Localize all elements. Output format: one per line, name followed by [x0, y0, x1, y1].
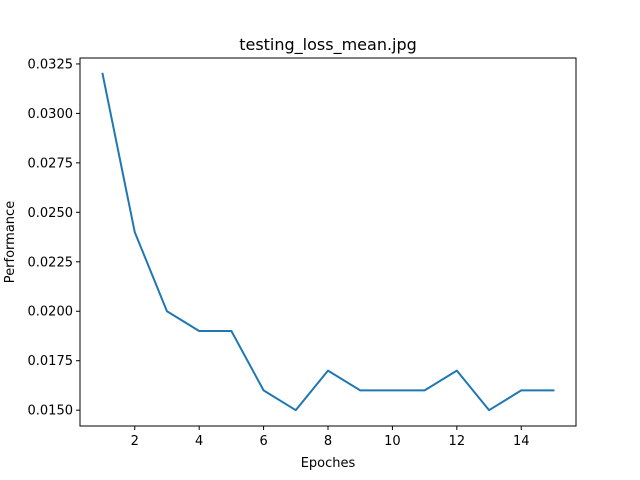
y-tick-label: 0.0150: [28, 404, 74, 419]
x-tick-label: 4: [195, 434, 203, 449]
x-tick-label: 10: [384, 434, 401, 449]
x-tick-label: 8: [324, 434, 332, 449]
y-axis: 0.0150 0.0175 0.0200 0.0225 0.0250 0.0275 0.03…: [28, 57, 80, 419]
x-tick-label: 6: [259, 434, 267, 449]
y-tick-label: 0.0225: [28, 255, 74, 270]
series-layer: [101, 72, 555, 412]
y-tick-label: 0.0250: [28, 206, 74, 221]
y-tick-label: 0.0325: [28, 57, 74, 72]
y-tick-label: 0.0275: [28, 156, 74, 171]
x-tick-label: 12: [449, 434, 466, 449]
x-axis-label: Epoches: [301, 456, 356, 471]
y-tick-label: 0.0300: [28, 107, 74, 122]
y-tick-label: 0.0175: [28, 354, 74, 369]
chart-title: testing_loss_mean.jpg: [239, 35, 417, 55]
x-axis: 2 4 6 8 10 12 14: [131, 426, 530, 449]
series-line: [101, 72, 555, 412]
y-axis-label: Performance: [3, 201, 18, 283]
y-tick-label: 0.0200: [28, 305, 74, 320]
plot-frame: [79, 57, 577, 427]
x-tick-label: 14: [513, 434, 530, 449]
x-tick-label: 2: [131, 434, 139, 449]
